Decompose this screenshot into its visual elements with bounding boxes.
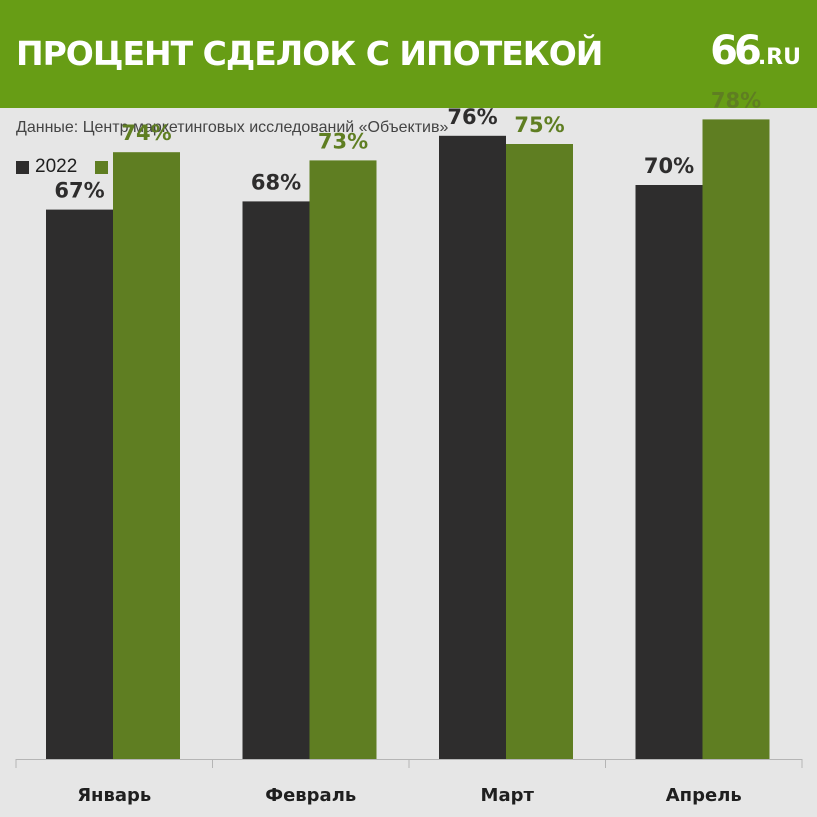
- bar-2022-3: [439, 135, 506, 760]
- bar-2023-4: [702, 119, 770, 759]
- bar-2023-1: [113, 152, 180, 759]
- bar-2023-2: [309, 160, 377, 759]
- bar-2022-4: [635, 185, 703, 759]
- category-label-3: Март: [481, 785, 535, 806]
- legend-swatch-2023: [95, 160, 109, 174]
- site-logo: 66.RU: [710, 28, 801, 74]
- data-label-2023-4: 78%: [711, 88, 761, 112]
- data-label-2022-4: 70%: [644, 154, 694, 178]
- data-label-2023-2: 73%: [318, 129, 368, 153]
- legend-swatch-2022: [16, 160, 29, 174]
- page-title: ПРОЦЕНТ СДЕЛОК С ИПОТЕКОЙ: [16, 34, 603, 73]
- category-label-4: Апрель: [666, 785, 742, 806]
- bar-2022-1: [46, 209, 113, 760]
- data-label-2022-1: 67%: [54, 179, 104, 203]
- bar-2023-3: [506, 144, 573, 759]
- data-label-2023-1: 74%: [121, 121, 171, 145]
- category-label-1: Январь: [77, 785, 151, 806]
- data-label-2022-3: 76%: [447, 105, 497, 129]
- data-label-2022-2: 68%: [251, 170, 301, 194]
- legend-item-2022: 2022: [16, 156, 77, 178]
- data-label-2023-3: 75%: [514, 113, 564, 137]
- bar-2022-2: [242, 201, 310, 759]
- legend-label-2022: 2022: [35, 156, 78, 177]
- logo-number: 66: [710, 28, 762, 74]
- data-source-note: Данные: Центр маркетинговых исследований…: [16, 119, 449, 136]
- logo-suffix: .RU: [757, 45, 801, 70]
- header-banner: ПРОЦЕНТ СДЕЛОК С ИПОТЕКОЙ 66.RU: [0, 0, 817, 108]
- category-label-2: Февраль: [265, 785, 356, 806]
